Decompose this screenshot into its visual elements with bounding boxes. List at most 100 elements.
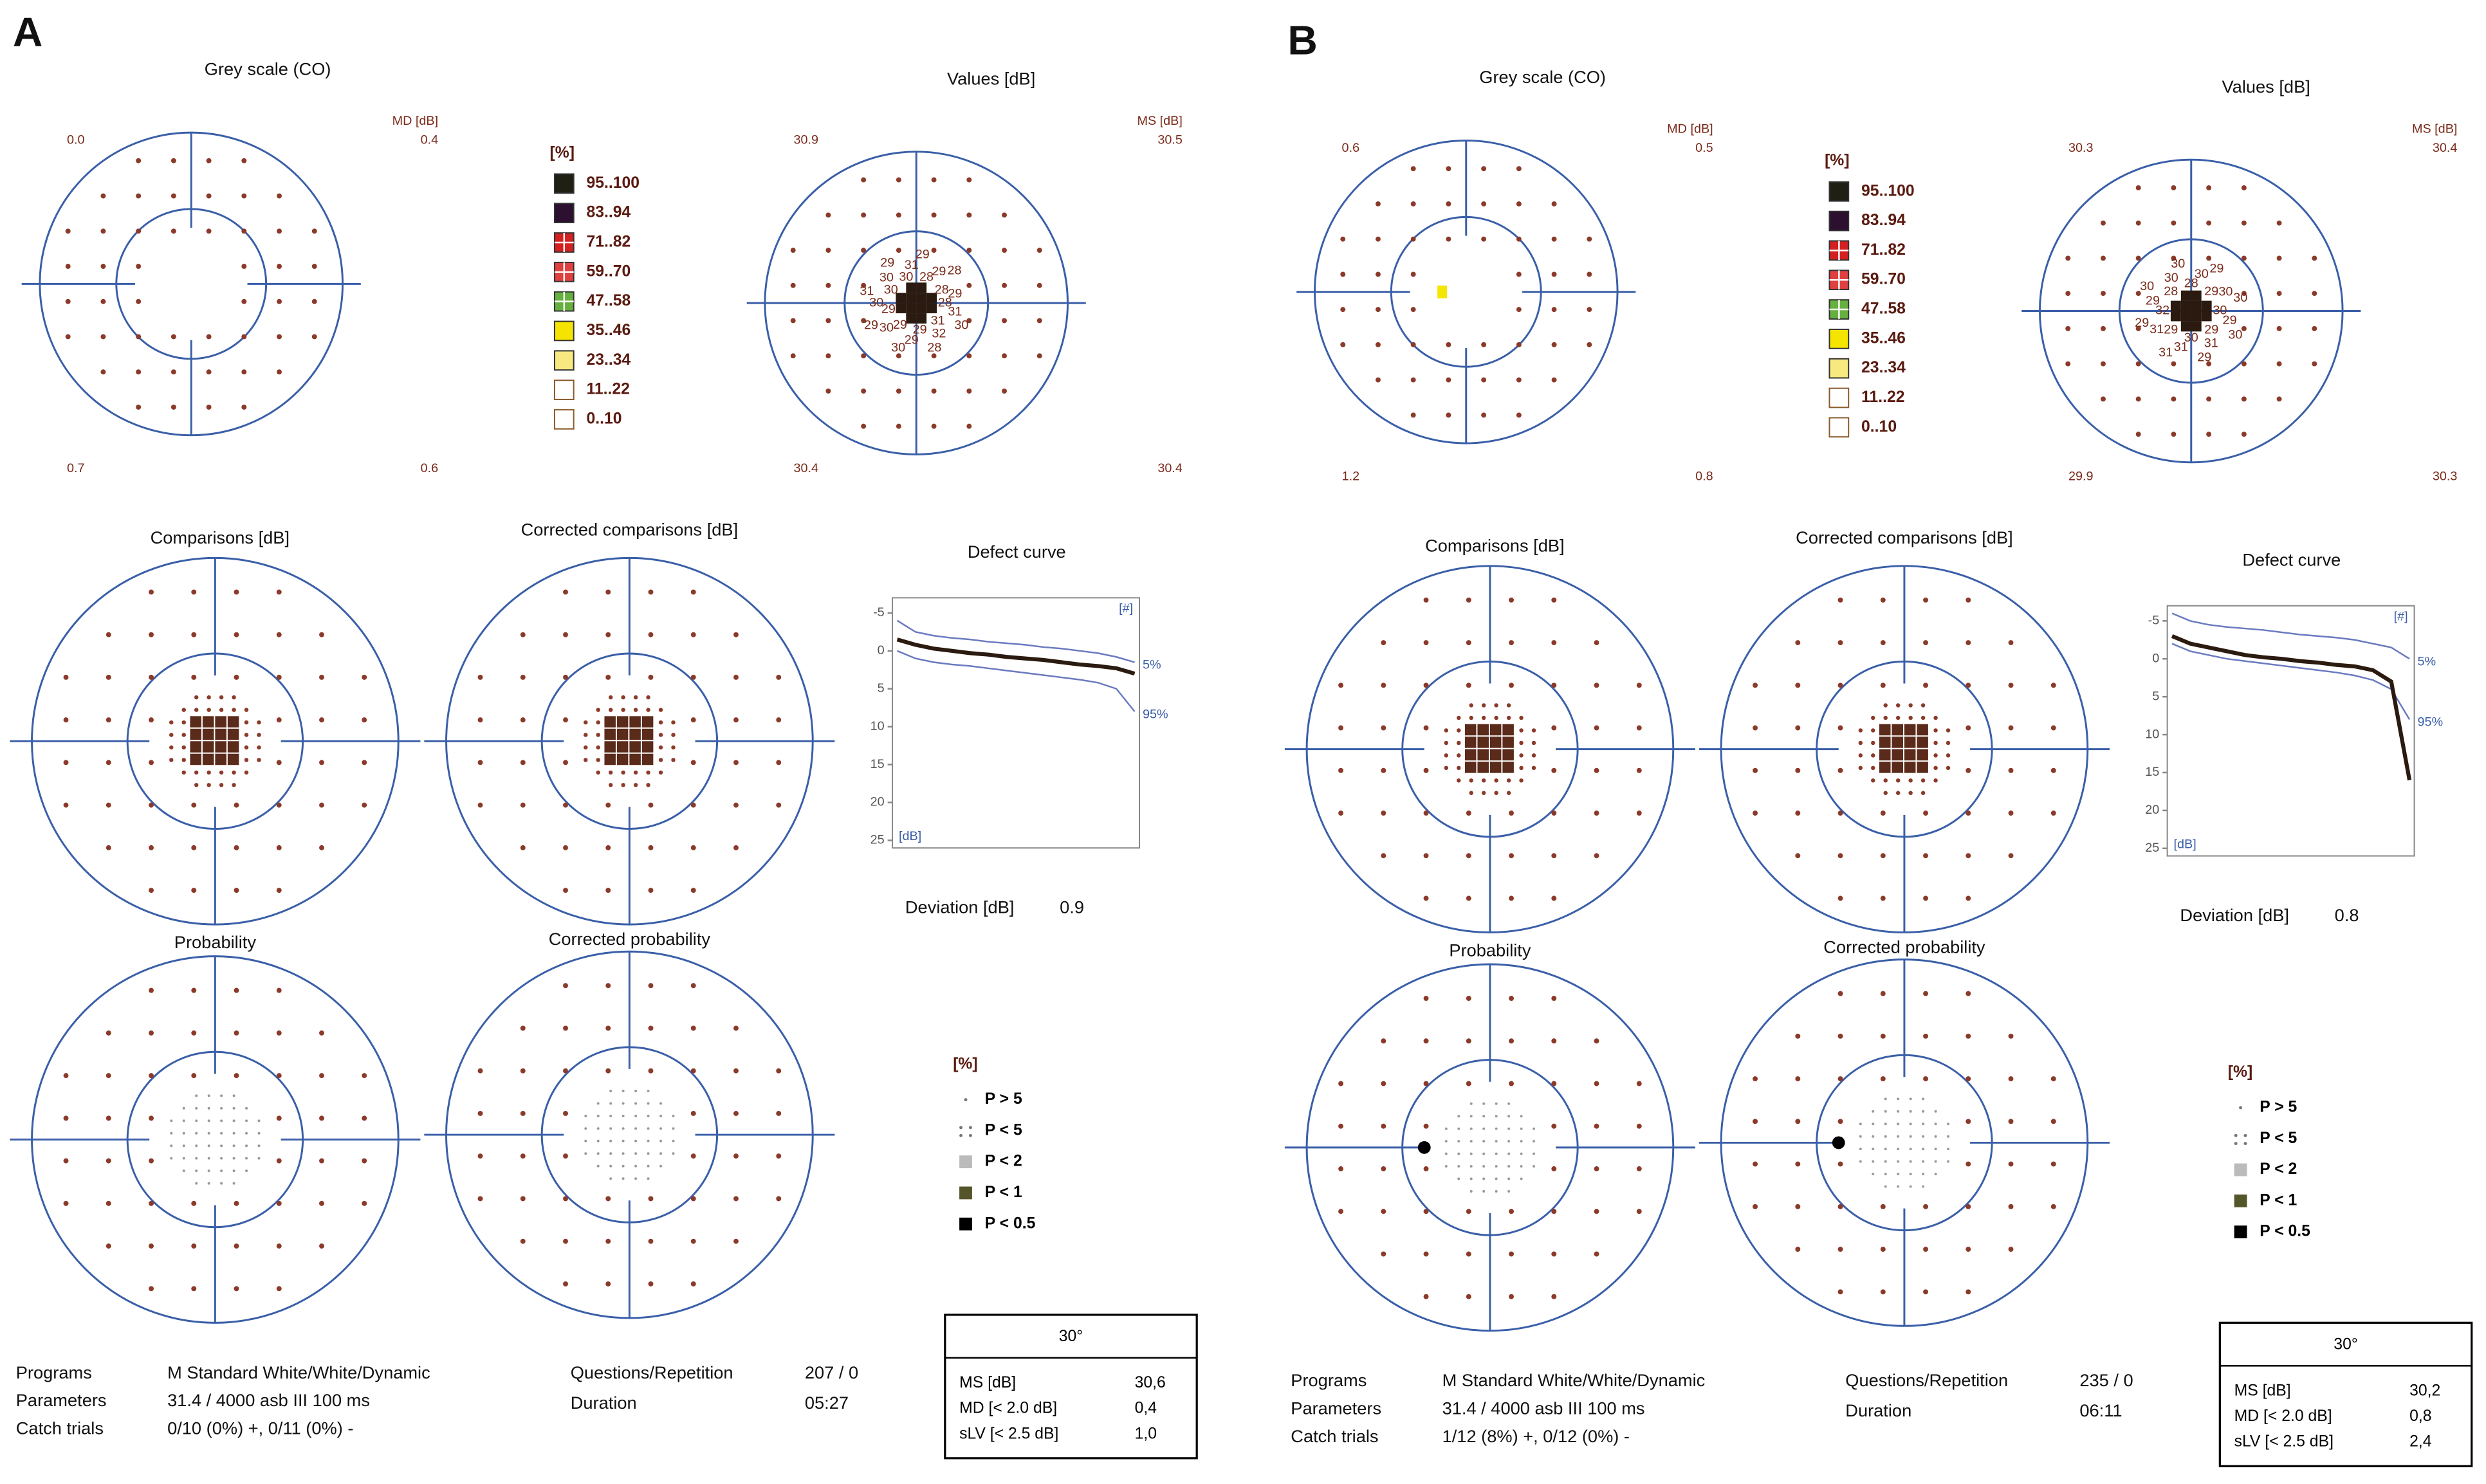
y-tick-label: 15: [2145, 765, 2159, 779]
center-point: [1469, 1177, 1473, 1180]
test-point: [149, 1073, 154, 1079]
test-point: [319, 1158, 324, 1164]
test-point: [1466, 1038, 1471, 1044]
test-point: [1594, 1123, 1599, 1129]
center-point: [205, 244, 209, 248]
test-point: [1837, 640, 1843, 646]
center-point: [1884, 1148, 1887, 1151]
test-point: [1002, 248, 1008, 253]
test-point: [2241, 255, 2247, 261]
test-point: [1423, 1166, 1429, 1171]
center-point: [1933, 778, 1938, 783]
center-point: [1495, 1102, 1498, 1105]
center-point: [1448, 263, 1452, 267]
center-point: [220, 1157, 223, 1160]
test-point: [1837, 597, 1843, 603]
center-point: [1533, 1152, 1536, 1155]
threshold-value: 29: [2135, 316, 2149, 330]
test-point: [1636, 682, 1642, 688]
test-point: [2008, 640, 2014, 646]
center-point: [194, 770, 199, 775]
center-point: [1459, 327, 1462, 331]
center-point: [1437, 274, 1441, 278]
test-point: [170, 334, 176, 340]
center-point: [1897, 1135, 1900, 1138]
threshold-value: 28: [927, 341, 941, 355]
test-point: [1880, 640, 1886, 646]
test-point: [825, 318, 831, 324]
center-point: [1457, 1165, 1460, 1168]
test-point: [1481, 201, 1487, 206]
test-point: [2050, 767, 2056, 773]
center-square: [2180, 321, 2191, 332]
test-point: [1423, 1251, 1429, 1257]
test-point: [477, 802, 483, 808]
info-label: Catch trials: [16, 1418, 104, 1438]
center-point: [232, 783, 236, 787]
test-point: [206, 193, 212, 199]
center-point: [207, 783, 211, 787]
center-square: [2191, 311, 2202, 322]
test-point: [1837, 1204, 1843, 1209]
center-point: [1947, 1135, 1950, 1138]
test-point: [1923, 597, 1929, 603]
test-point: [1837, 725, 1843, 731]
test-point: [2050, 682, 2056, 688]
center-square: [1917, 724, 1928, 736]
threshold-value: 32: [932, 327, 946, 341]
center-point: [622, 1139, 625, 1142]
corner-value: 29.9: [2068, 469, 2094, 483]
test-point: [1923, 682, 1929, 688]
test-point: [2100, 255, 2106, 261]
test-point: [319, 717, 324, 723]
test-point: [1551, 1209, 1557, 1214]
info-label: Duration: [1845, 1400, 1911, 1420]
center-point: [244, 770, 249, 775]
center-point: [162, 277, 166, 280]
center-point: [1884, 1160, 1887, 1163]
center-point: [1495, 1177, 1498, 1180]
center-point: [1448, 327, 1452, 331]
test-point: [605, 1025, 611, 1031]
swatch-pattern: [1829, 300, 1849, 319]
center-point: [1495, 1140, 1498, 1143]
center-square: [1489, 749, 1502, 761]
center-point: [646, 783, 650, 787]
test-point: [241, 298, 247, 304]
test-point: [1509, 1294, 1515, 1299]
test-point: [2100, 361, 2106, 367]
center-point: [1909, 1110, 1912, 1113]
center-point: [1459, 252, 1462, 256]
center-square: [227, 753, 239, 765]
corner-value: 30.4: [794, 461, 819, 475]
threshold-value: 30: [2228, 327, 2242, 342]
test-point: [206, 334, 212, 340]
test-point: [931, 388, 937, 394]
test-point: [1880, 991, 1886, 996]
test-point: [319, 632, 324, 637]
center-point: [658, 758, 663, 762]
legend-label: 83..94: [1861, 212, 1906, 229]
field-inner: [126, 652, 304, 830]
center-square: [227, 716, 239, 728]
test-point: [477, 1196, 483, 1202]
center-point: [245, 1144, 248, 1148]
y-tick-label: -5: [2148, 614, 2160, 628]
test-point: [1753, 1076, 1758, 1082]
test-point: [2206, 255, 2212, 261]
test-point: [276, 589, 282, 595]
test-point: [690, 1110, 696, 1116]
info-value: 06:11: [2079, 1400, 2122, 1420]
center-point: [1481, 715, 1486, 720]
test-point: [63, 1115, 69, 1121]
center-point: [1481, 791, 1486, 795]
center-square: [1489, 737, 1502, 748]
test-point: [319, 760, 324, 765]
panel-title: Corrected comparisons [dB]: [1796, 527, 2013, 547]
test-point: [234, 589, 239, 595]
test-point: [1594, 1038, 1599, 1044]
test-point: [1594, 767, 1599, 773]
test-point: [563, 760, 568, 765]
legend-label: 71..82: [587, 234, 631, 251]
center-point: [216, 309, 220, 313]
